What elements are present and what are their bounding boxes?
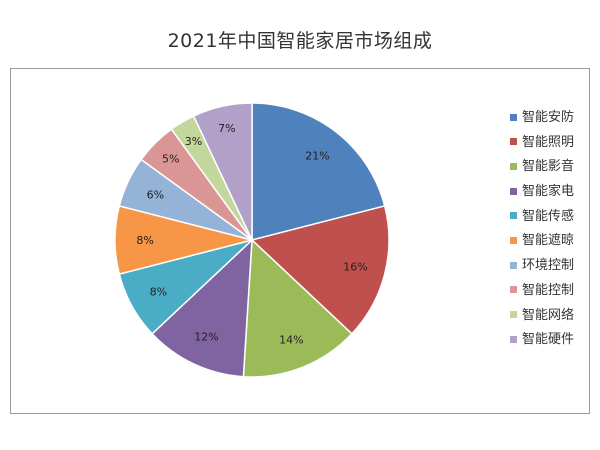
legend-item-0: 智能安防 bbox=[510, 108, 596, 133]
slice-data-label-3: 12% bbox=[194, 331, 218, 344]
pie-slice-1 bbox=[250, 205, 390, 335]
legend-item-7: 智能控制 bbox=[510, 281, 596, 306]
legend-item-8: 智能网络 bbox=[510, 306, 596, 331]
legend-label-3: 智能家电 bbox=[522, 184, 575, 200]
legend-label-7: 智能控制 bbox=[522, 282, 575, 298]
legend: 智能安防智能照明智能影音智能家电智能传感智能遮晾环境控制智能控制智能网络智能硬件 bbox=[510, 108, 596, 355]
legend-label-8: 智能网络 bbox=[522, 307, 575, 323]
legend-item-5: 智能遮晾 bbox=[510, 231, 596, 256]
chart-title: 2021年中国智能家居市场组成 bbox=[167, 30, 433, 52]
slice-data-label-1: 16% bbox=[343, 261, 367, 274]
legend-swatch-1 bbox=[510, 138, 517, 146]
slice-data-label-6: 6% bbox=[147, 189, 164, 202]
legend-swatch-0 bbox=[510, 113, 517, 121]
legend-swatch-9 bbox=[510, 335, 517, 343]
slice-data-label-9: 7% bbox=[218, 122, 235, 135]
slice-data-label-5: 8% bbox=[136, 234, 153, 247]
legend-swatch-8 bbox=[510, 311, 517, 318]
slice-data-label-7: 5% bbox=[162, 153, 179, 166]
pie-slice-3 bbox=[151, 238, 253, 378]
legend-label-6: 环境控制 bbox=[522, 258, 575, 274]
slice-data-label-8: 3% bbox=[185, 135, 202, 148]
legend-item-3: 智能家电 bbox=[510, 182, 596, 207]
legend-label-4: 智能传感 bbox=[522, 208, 575, 224]
legend-item-9: 智能硬件 bbox=[510, 330, 596, 355]
legend-swatch-6 bbox=[510, 261, 517, 269]
legend-label-5: 智能遮晾 bbox=[522, 233, 575, 249]
pie-slice-9 bbox=[192, 102, 253, 241]
legend-item-6: 环境控制 bbox=[510, 256, 596, 281]
legend-swatch-7 bbox=[510, 286, 517, 294]
slice-data-label-0: 21% bbox=[305, 150, 329, 163]
pie-slice-2 bbox=[242, 238, 353, 378]
legend-item-1: 智能照明 bbox=[510, 133, 596, 158]
legend-item-4: 智能传感 bbox=[510, 207, 596, 232]
legend-label-1: 智能照明 bbox=[522, 134, 575, 150]
legend-swatch-5 bbox=[510, 236, 517, 244]
legend-label-9: 智能硬件 bbox=[522, 332, 575, 348]
slice-data-label-4: 8% bbox=[150, 285, 167, 298]
slice-data-label-2: 14% bbox=[279, 333, 303, 346]
legend-item-2: 智能影音 bbox=[510, 157, 596, 182]
legend-swatch-3 bbox=[510, 187, 517, 195]
legend-label-2: 智能影音 bbox=[522, 159, 575, 175]
legend-swatch-2 bbox=[510, 162, 517, 170]
legend-swatch-4 bbox=[510, 212, 517, 220]
pie-slice-0 bbox=[251, 102, 386, 241]
legend-label-0: 智能安防 bbox=[522, 110, 575, 125]
